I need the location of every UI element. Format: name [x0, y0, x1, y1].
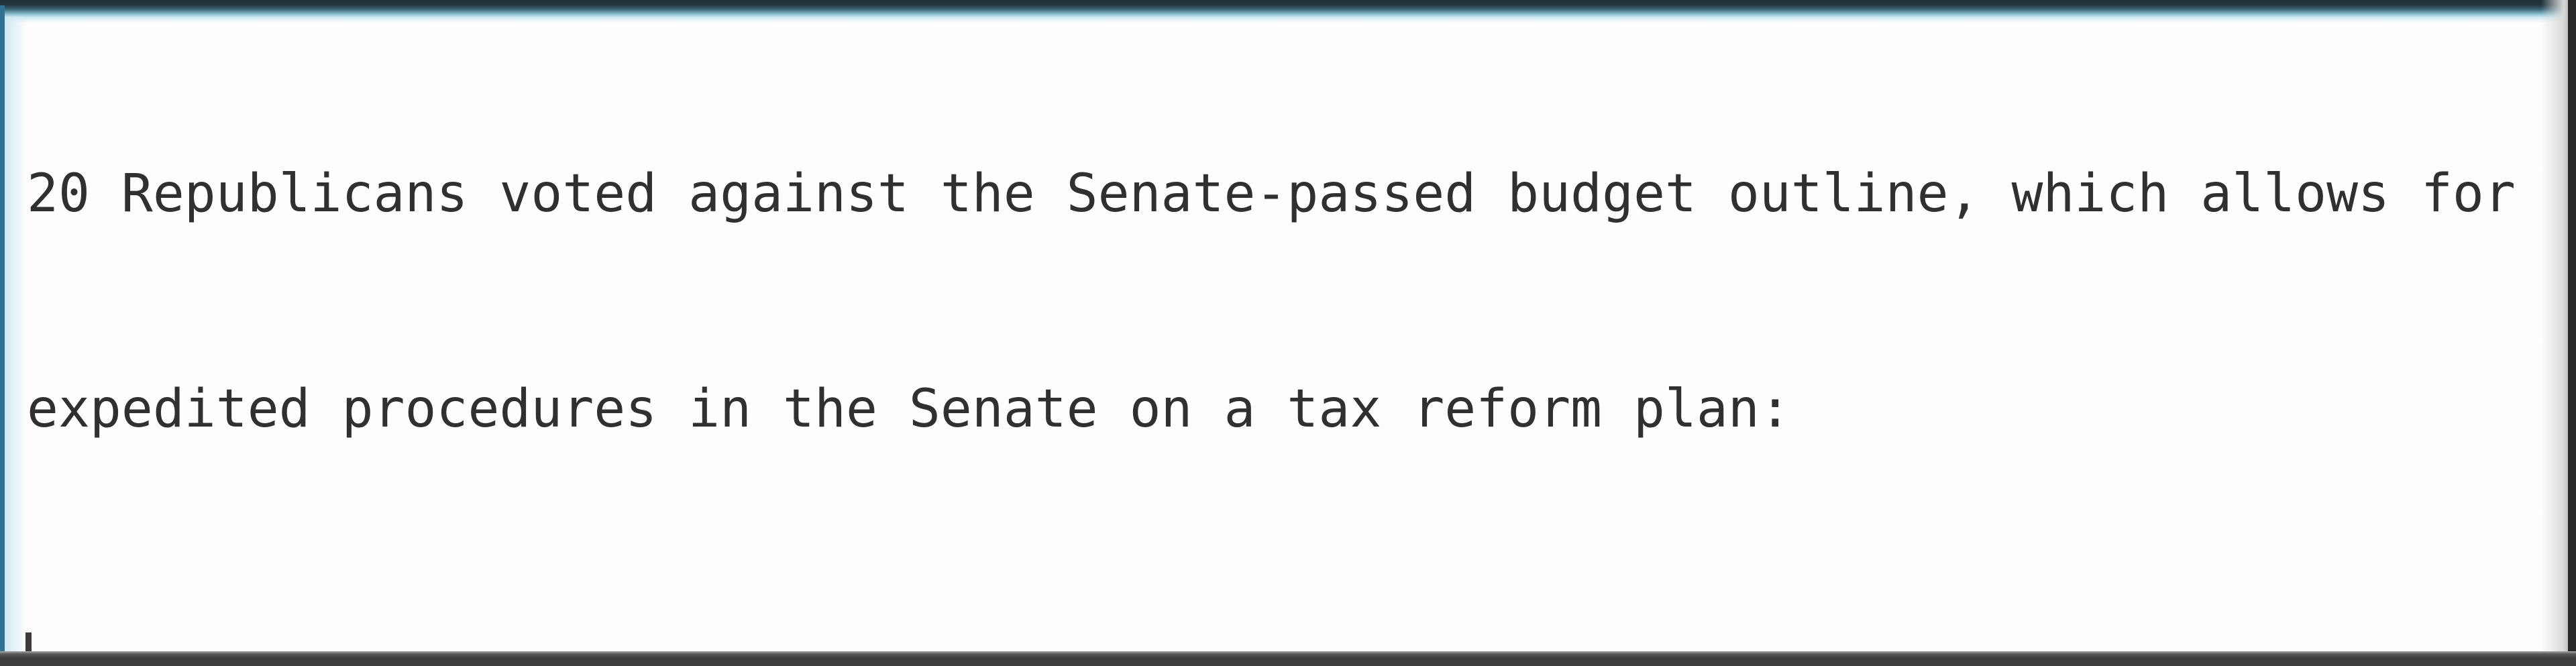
window-left-border	[0, 5, 5, 653]
screen-right-edge-fade	[2541, 0, 2568, 666]
window-top-border	[0, 0, 2576, 23]
screen-right-edge	[2568, 0, 2576, 666]
taskbar-strip	[0, 651, 2576, 666]
blank-line	[27, 589, 2541, 650]
window-left-border-fade	[5, 17, 26, 652]
text-cursor	[25, 632, 32, 653]
text-area[interactable]: 20 Republicans voted against the Senate-…	[27, 15, 2541, 650]
note-line-2: expedited procedures in the Senate on a …	[27, 379, 1791, 439]
note-line-1: 20 Republicans voted against the Senate-…	[27, 164, 2516, 224]
